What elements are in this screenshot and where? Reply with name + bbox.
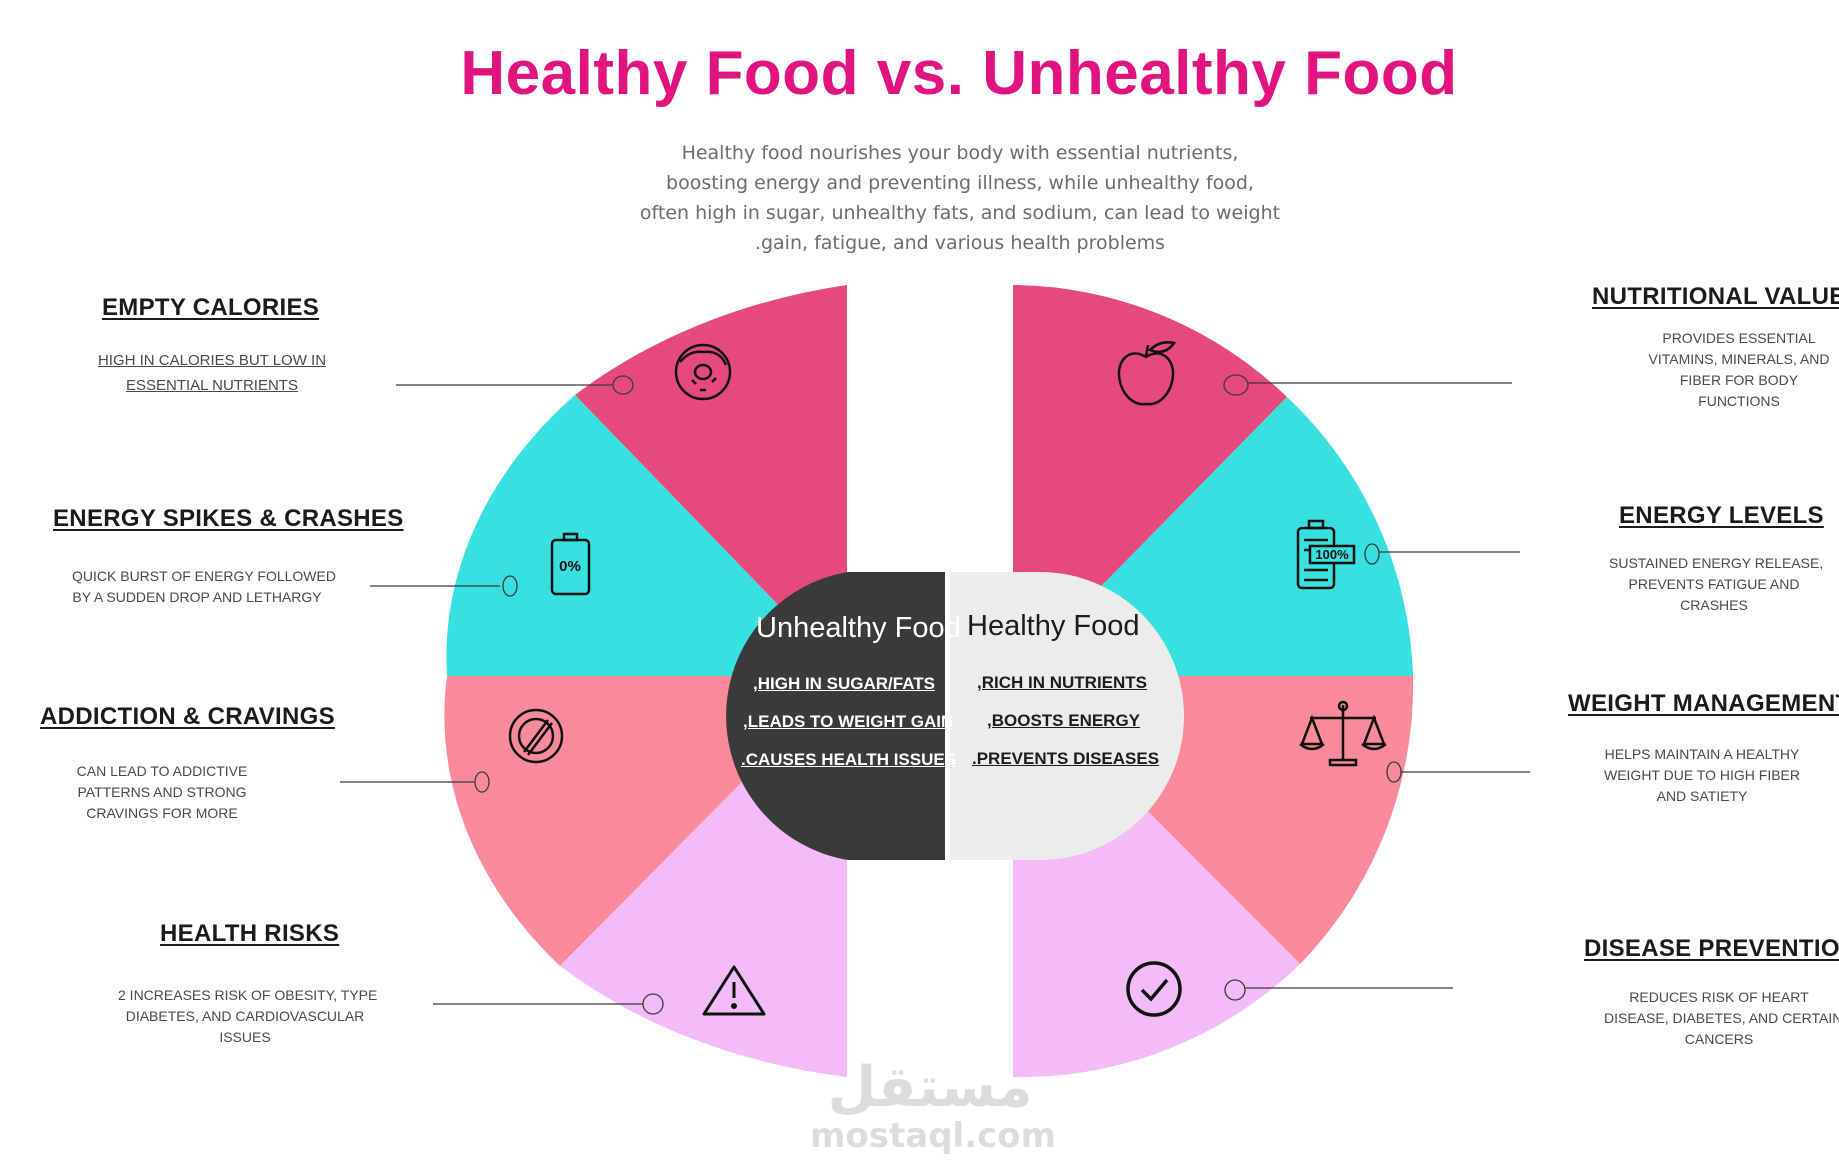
energy-spikes-desc: QUICK BURST OF ENERGY FOLLOWED BY A SUDD…: [72, 566, 336, 608]
empty-calories-desc: HIGH IN CALORIES BUT LOW IN ESSENTIAL NU…: [92, 348, 332, 398]
check-circle-icon: [1126, 961, 1182, 1017]
watermark-latin: mostaql.com: [810, 1116, 1057, 1156]
healthy-core-title: Healthy Food: [967, 610, 1140, 642]
disease-prevention-heading: DISEASE PREVENTION: [1584, 935, 1839, 962]
desc-line: FIBER FOR BODY: [1679, 372, 1799, 388]
desc-line: REDUCES RISK OF HEART: [1629, 989, 1809, 1005]
desc-line: PREVENTS FATIGUE AND: [1628, 576, 1800, 592]
intro-line: .gain, fatigue, and various health probl…: [754, 232, 1166, 254]
healthy-core-item: ,BOOSTS ENERGY: [987, 711, 1141, 730]
segment-empty-calories: [575, 285, 847, 676]
healthy-core-item: ,RICH IN NUTRIENTS: [977, 673, 1147, 692]
desc-line: 2 INCREASES RISK OF OBESITY, TYPE: [118, 987, 378, 1003]
desc-line: HELPS MAINTAIN A HEALTHY: [1604, 746, 1800, 762]
desc-line: CRAVINGS FOR MORE: [86, 805, 238, 821]
segment-energy-spikes: [446, 395, 847, 676]
desc-line: FUNCTIONS: [1698, 393, 1780, 409]
desc-line: QUICK BURST OF ENERGY FOLLOWED: [72, 568, 336, 584]
intro-line: boosting energy and preventing illness, …: [666, 172, 1254, 194]
intro-paragraph: Healthy food nourishes your body with es…: [580, 138, 1340, 258]
desc-line: PROVIDES ESSENTIAL: [1662, 330, 1816, 346]
unhealthy-core-item: .CAUSES HEALTH ISSUES: [741, 750, 957, 769]
scale-icon: [1299, 700, 1387, 767]
desc-line: SUSTAINED ENERGY RELEASE,: [1609, 555, 1824, 571]
desc-line: DIABETES, AND CARDIOVASCULAR: [125, 1008, 365, 1024]
energy-spikes-heading: ENERGY SPIKES & CRASHES: [53, 505, 404, 532]
apple-icon: [1117, 341, 1177, 406]
empty-calories-heading: EMPTY CALORIES: [102, 294, 320, 321]
desc-line: DISEASE, DIABETES, AND CERTAIN: [1604, 1010, 1839, 1026]
desc-line: VITAMINS, MINERALS, AND: [1648, 351, 1830, 367]
addiction-heading: ADDICTION & CRAVINGS: [40, 703, 335, 730]
desc-line: CAN LEAD TO ADDICTIVE: [76, 763, 248, 779]
unhealthy-core: [726, 572, 945, 860]
unhealthy-core-item: ,LEADS TO WEIGHT GAIN: [743, 712, 954, 731]
desc-line: CRASHES: [1680, 597, 1748, 613]
desc-line: CANCERS: [1684, 1031, 1754, 1047]
energy-levels-desc: SUSTAINED ENERGY RELEASE, PREVENTS FATIG…: [1609, 553, 1824, 616]
health-risks-desc: 2 INCREASES RISK OF OBESITY, TYPE DIABET…: [118, 985, 378, 1048]
disease-prevention-desc: REDUCES RISK OF HEART DISEASE, DIABETES,…: [1604, 987, 1839, 1050]
right-connectors: [1223, 374, 1530, 1001]
page-title: Healthy Food vs. Unhealthy Food: [460, 39, 1458, 108]
desc-line: HIGH IN CALORIES BUT LOW IN: [97, 352, 327, 369]
battery-full-icon: 100%: [1296, 519, 1356, 590]
intro-line: often high in sugar, unhealthy fats, and…: [639, 202, 1281, 224]
nutritional-value-desc: PROVIDES ESSENTIAL VITAMINS, MINERALS, A…: [1642, 328, 1836, 412]
addiction-desc: CAN LEAD TO ADDICTIVE PATTERNS AND STRON…: [72, 761, 252, 824]
prohibited-icon: [508, 708, 564, 764]
unhealthy-core-title: Unhealthy Food: [756, 612, 961, 644]
desc-line: WEIGHT DUE TO HIGH FIBER: [1603, 767, 1801, 783]
warning-icon: [702, 965, 766, 1016]
left-connectors: [340, 375, 664, 1015]
nutritional-value-heading: NUTRITIONAL VALUE: [1592, 283, 1839, 310]
energy-levels-heading: ENERGY LEVELS: [1619, 502, 1824, 529]
desc-line: ISSUES: [219, 1029, 271, 1045]
health-risks-heading: HEALTH RISKS: [160, 920, 340, 947]
healthy-core-item: .PREVENTS DISEASES: [972, 749, 1160, 768]
svg-text:100%: 100%: [1315, 547, 1349, 562]
healthy-core: [950, 572, 1184, 860]
svg-text:0%: 0%: [559, 558, 581, 575]
battery-empty-icon: 0%: [550, 532, 591, 596]
weight-management-heading: WEIGHT MANAGEMENT: [1568, 690, 1839, 717]
unhealthy-core-item: ,HIGH IN SUGAR/FATS: [753, 674, 935, 693]
desc-line: BY A SUDDEN DROP AND LETHARGY: [72, 589, 322, 605]
donut-icon: [674, 343, 732, 401]
intro-line: Healthy food nourishes your body with es…: [681, 142, 1239, 164]
desc-line: PATTERNS AND STRONG: [77, 784, 247, 800]
weight-management-desc: HELPS MAINTAIN A HEALTHY WEIGHT DUE TO H…: [1597, 744, 1807, 807]
watermark: مستقل mostaql.com: [810, 1055, 1057, 1157]
watermark-arabic: مستقل: [827, 1055, 1033, 1120]
desc-line: AND SATIETY: [1656, 788, 1748, 804]
desc-line: ESSENTIAL NUTRIENTS: [126, 377, 298, 394]
